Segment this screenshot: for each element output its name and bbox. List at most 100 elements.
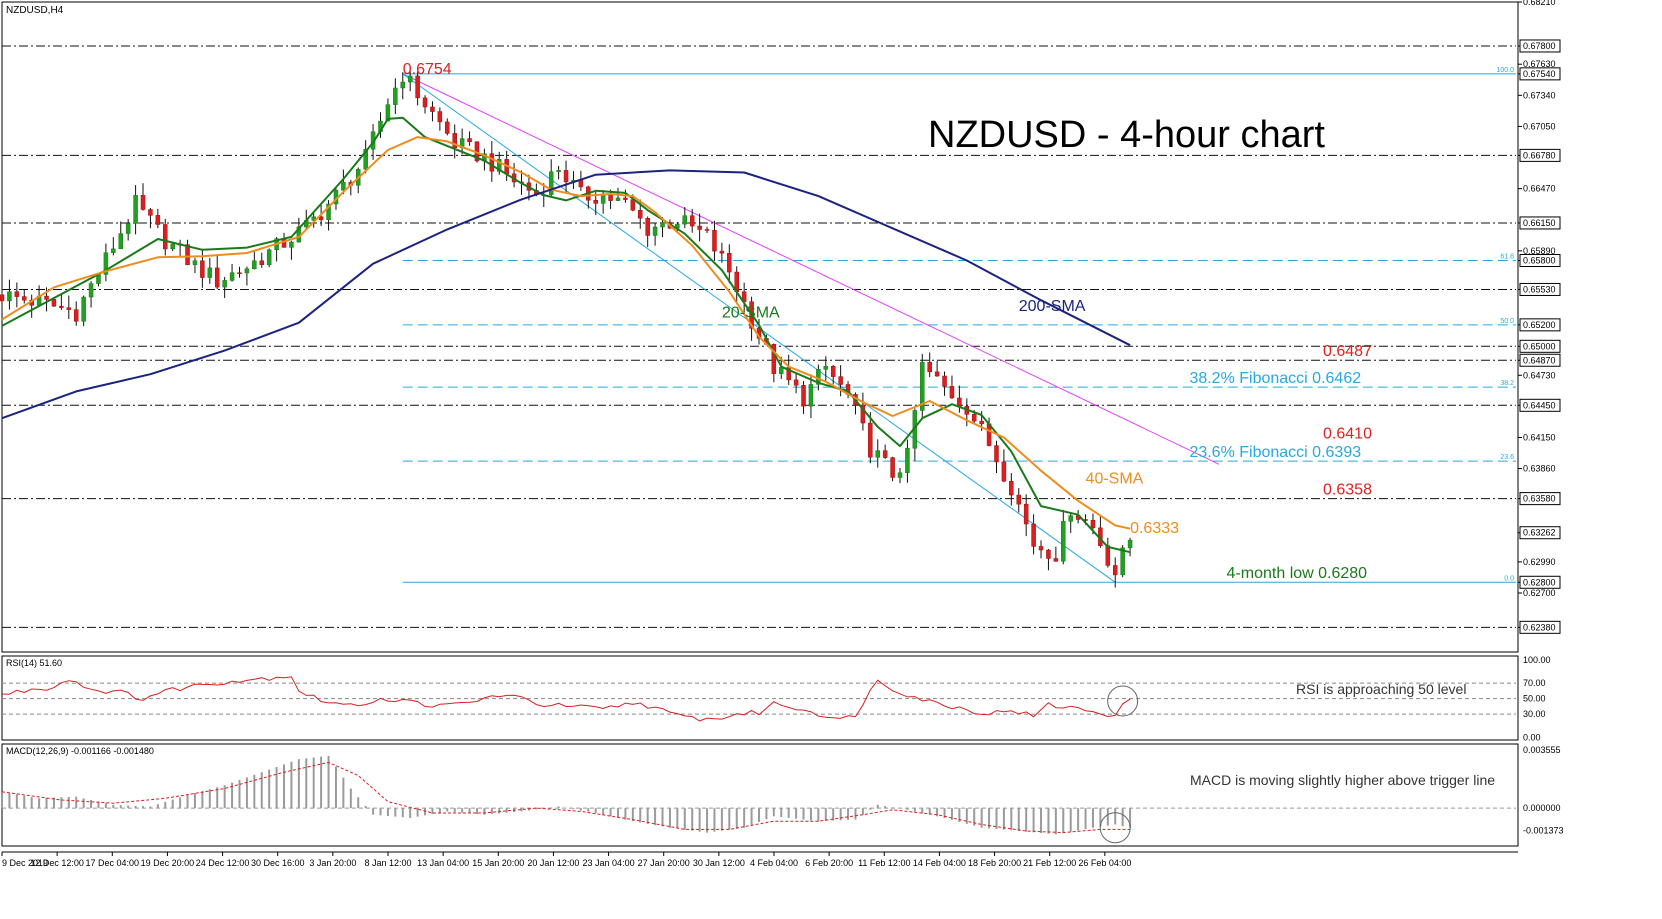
- macd-highlight-circle: [1099, 812, 1131, 844]
- candle-up: [222, 280, 227, 288]
- candle-down: [927, 361, 932, 373]
- candle-up: [341, 181, 346, 191]
- candle-down: [422, 97, 428, 108]
- y-tick-label-4: 0.67340: [1523, 90, 1556, 100]
- rsi-tick-label-0: 100.00: [1523, 655, 1551, 665]
- macd-tick-label-0: 0.003555: [1523, 745, 1561, 755]
- candle-up: [808, 384, 814, 407]
- y-tick-box-13: [1519, 339, 1561, 353]
- y-tick-label-2: 0.67630: [1523, 59, 1556, 69]
- candle-down: [830, 366, 836, 377]
- candle-down: [214, 267, 220, 288]
- candle-up: [600, 194, 606, 204]
- candle-up: [897, 472, 903, 478]
- y-tick-box-19: [1519, 492, 1561, 506]
- macd-signal-line: [1, 761, 1131, 834]
- y-tick-label-17: 0.64150: [1523, 432, 1556, 442]
- y-tick-box-24: [1519, 620, 1561, 634]
- main-panel-frame: [1, 1, 1519, 653]
- candle-down: [578, 180, 584, 188]
- candle-up: [393, 87, 398, 105]
- candle-down: [1053, 558, 1059, 562]
- candle-down: [22, 296, 27, 301]
- candle-down: [148, 209, 153, 216]
- candle-down: [1016, 494, 1022, 505]
- candle-up: [118, 233, 123, 250]
- candle-down: [1009, 480, 1014, 496]
- x-tick-label-6: 3 Jan 20:00: [309, 858, 356, 868]
- y-tick-box-6: [1519, 148, 1561, 162]
- candle-down: [259, 260, 265, 265]
- candle-down: [957, 397, 962, 407]
- candle-down: [994, 445, 999, 463]
- candle-down: [318, 216, 324, 221]
- candle-down: [200, 260, 205, 278]
- candle-up: [920, 361, 925, 411]
- candle-down: [727, 252, 732, 273]
- candle-up: [400, 81, 406, 89]
- trendline-0: [402, 73, 1220, 465]
- macd-tick-label-1: 0.000000: [1523, 803, 1561, 813]
- x-tick-label-8: 13 Jan 04:00: [417, 858, 469, 868]
- y-tick-label-19: 0.63580: [1523, 494, 1556, 504]
- candle-down: [971, 414, 977, 422]
- y-tick-label-10: 0.65800: [1523, 255, 1556, 265]
- candle-up: [905, 447, 910, 473]
- chart-title: NZDUSD - 4-hour chart: [928, 114, 1325, 156]
- annotations: 0.6754 20-SMA 200-SMA 0.6487 38.2% Fibonacci…: [403, 61, 1372, 582]
- candle-down: [949, 386, 955, 399]
- y-tick-label-18: 0.63860: [1523, 464, 1556, 474]
- x-tick-label-17: 14 Feb 04:00: [913, 858, 966, 868]
- fib-level-label-4: 23.6: [1500, 454, 1514, 461]
- candle-down: [838, 376, 843, 385]
- candle-down: [563, 170, 569, 183]
- moving-averages: [1, 116, 1131, 554]
- y-tick-label-16: 0.64450: [1523, 400, 1556, 410]
- candle-down: [59, 305, 64, 308]
- y-tick-box-12: [1519, 318, 1561, 332]
- candle-up: [229, 272, 235, 281]
- annotation-1: 20-SMA: [722, 304, 780, 321]
- x-tick-label-4: 24 Dec 12:00: [196, 858, 250, 868]
- y-tick-label-8: 0.66150: [1523, 218, 1556, 228]
- x-tick-label-19: 21 Feb 12:00: [1023, 858, 1076, 868]
- candle-up: [207, 267, 213, 278]
- rsi-panel: 100.00 70.00 50.00 30.00 0.00: [1, 655, 1551, 742]
- candle-down: [1090, 519, 1096, 529]
- annotation-6: 23.6% Fibonacci 0.6393: [1189, 444, 1361, 461]
- y-tick-label-22: 0.62800: [1523, 577, 1556, 587]
- y-tick-label-12: 0.65200: [1523, 320, 1556, 330]
- y-tick-label-6: 0.66780: [1523, 150, 1556, 160]
- rsi-note: RSI is approaching 50 level: [1296, 681, 1466, 697]
- x-tick-label-2: 17 Dec 04:00: [86, 858, 140, 868]
- x-tick-label-10: 20 Jan 12:00: [527, 858, 579, 868]
- candle-down: [437, 111, 443, 123]
- candle-down: [51, 299, 57, 307]
- candle-up: [88, 283, 94, 298]
- fib-level-label-2: 50.0: [1500, 318, 1514, 325]
- candle-up: [652, 226, 658, 236]
- candle-down: [185, 244, 190, 265]
- candle-down: [163, 224, 168, 250]
- candle-up: [385, 104, 391, 122]
- y-tick-label-0: 0.68210: [1523, 0, 1556, 7]
- candle-up: [7, 291, 12, 302]
- y-tick-box-1: [1519, 39, 1561, 53]
- annotation-0: 0.6754: [403, 61, 452, 78]
- candle-down: [868, 422, 873, 458]
- candle-up: [875, 450, 880, 458]
- candle-down: [155, 215, 161, 225]
- rsi-tick-label-1: 70.00: [1523, 678, 1546, 688]
- candle-up: [363, 148, 368, 170]
- x-tick-label-20: 26 Feb 04:00: [1078, 858, 1131, 868]
- candle-down: [0, 294, 5, 302]
- annotation-2: 200-SMA: [1019, 298, 1086, 315]
- x-tick-label-7: 8 Jan 12:00: [364, 858, 411, 868]
- candle-up: [252, 260, 257, 270]
- annotation-7: 40-SMA: [1086, 471, 1144, 488]
- candle-down: [1023, 503, 1029, 525]
- fib-level-label-1: 61.8: [1500, 253, 1514, 260]
- candle-up: [548, 171, 554, 195]
- candle-down: [704, 229, 710, 231]
- annotation-5: 0.6410: [1323, 426, 1372, 443]
